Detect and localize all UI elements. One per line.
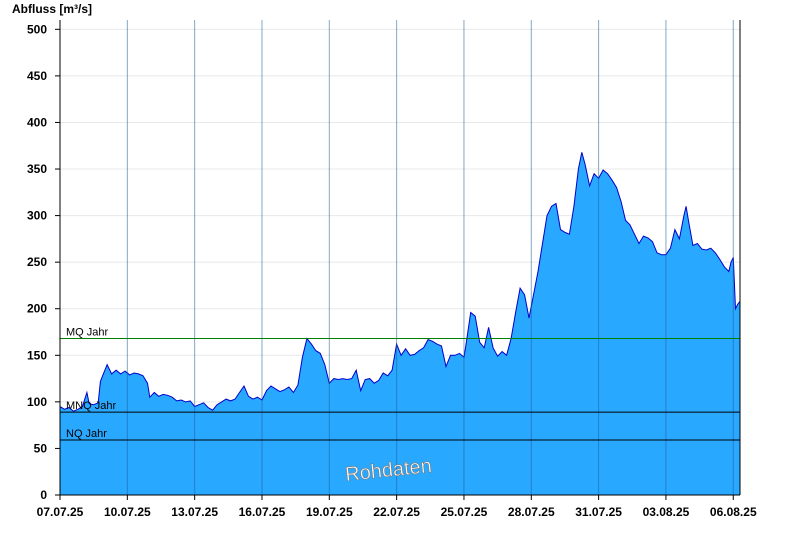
y-axis-title: Abfluss [m³/s] bbox=[12, 2, 92, 16]
x-tick-label: 22.07.25 bbox=[373, 505, 420, 519]
x-tick-label: 07.07.25 bbox=[37, 505, 84, 519]
y-tick-label: 400 bbox=[27, 115, 47, 129]
y-tick-label: 500 bbox=[27, 22, 47, 36]
discharge-line bbox=[59, 152, 741, 412]
x-tick-label: 19.07.25 bbox=[306, 505, 353, 519]
x-tick-label: 03.08.25 bbox=[643, 505, 690, 519]
x-tick-label: 25.07.25 bbox=[441, 505, 488, 519]
reference-line-label: NQ Jahr bbox=[66, 428, 107, 440]
y-tick-label: 300 bbox=[27, 209, 47, 223]
y-tick-label: 200 bbox=[27, 302, 47, 316]
y-tick-label: 350 bbox=[27, 162, 47, 176]
y-tick-label: 250 bbox=[27, 255, 47, 269]
y-tick-label: 50 bbox=[34, 441, 48, 455]
x-tick-label: 06.08.25 bbox=[710, 505, 757, 519]
x-tick-label: 28.07.25 bbox=[508, 505, 555, 519]
y-tick-label: 100 bbox=[27, 395, 47, 409]
reference-lines: MQ Jahr MNQ Jahr NQ Jahr bbox=[60, 327, 740, 441]
x-tick-label: 13.07.25 bbox=[171, 505, 218, 519]
y-tick-label: 150 bbox=[27, 348, 47, 362]
x-tick-label: 16.07.25 bbox=[239, 505, 286, 519]
x-gridlines bbox=[126, 20, 734, 495]
discharge-area bbox=[60, 152, 740, 496]
axes bbox=[59, 20, 741, 496]
x-tick-label: 10.07.25 bbox=[104, 505, 151, 519]
x-tick-label: 31.07.25 bbox=[575, 505, 622, 519]
reference-line-label: MQ Jahr bbox=[66, 327, 109, 339]
x-tick-labels: 07.07.25 10.07.25 13.07.25 16.07.25 19.07.25… bbox=[37, 495, 757, 519]
y-tick-label: 450 bbox=[27, 69, 47, 83]
y-tick-labels: 0 50 100 150 200 250 300 350 400 450 500 bbox=[27, 22, 60, 502]
y-tick-label: 0 bbox=[40, 488, 47, 502]
reference-line-label: MNQ Jahr bbox=[66, 400, 116, 412]
